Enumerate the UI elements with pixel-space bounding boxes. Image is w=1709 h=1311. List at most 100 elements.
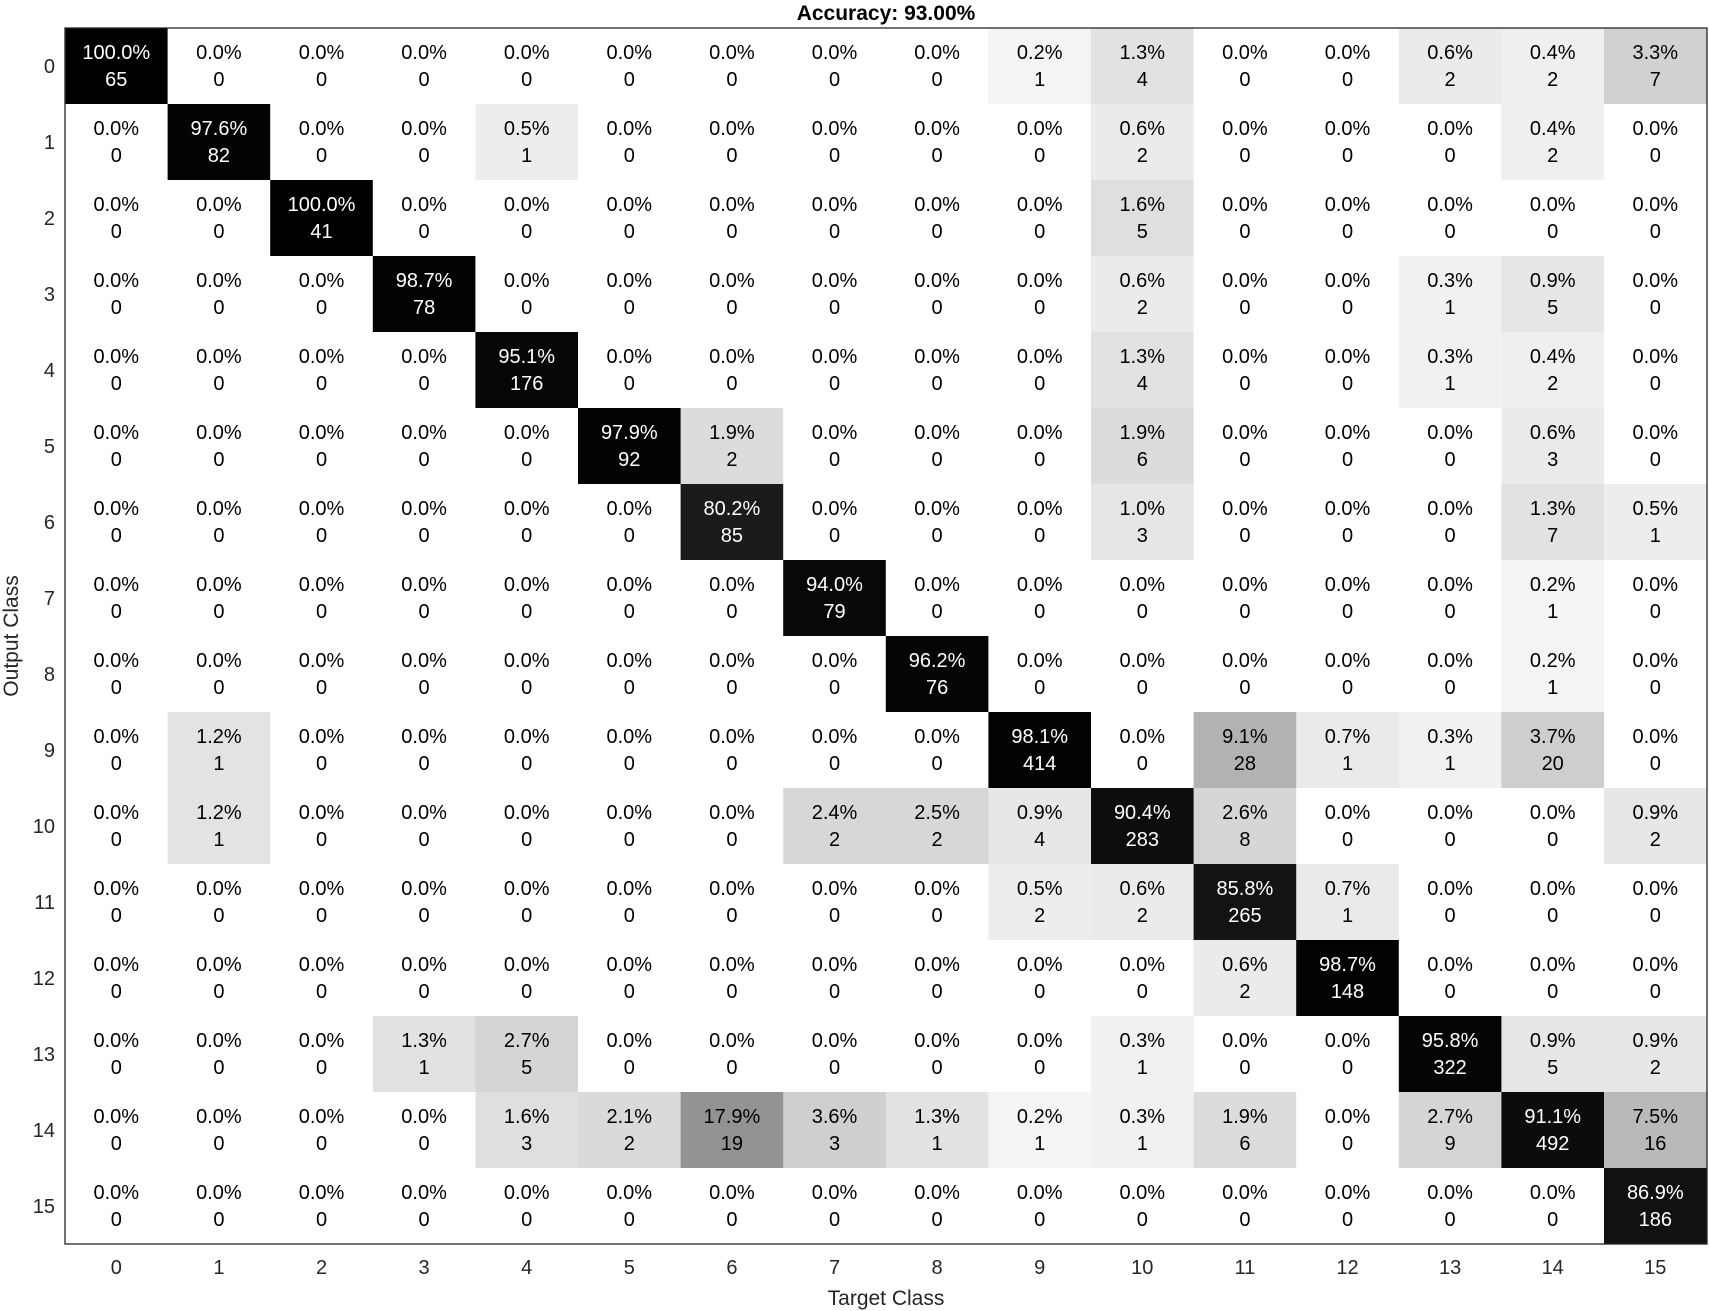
- cell-count-label: 2: [1137, 297, 1148, 319]
- cell-count-label: 0: [1445, 981, 1456, 1003]
- cell-count-label: 5: [1137, 221, 1148, 243]
- cell-percent-label: 0.0%: [1017, 498, 1063, 520]
- heatmap-cell: [167, 788, 271, 865]
- cell-percent-label: 0.0%: [1325, 194, 1371, 216]
- heatmap-cell: [270, 1168, 374, 1245]
- chart-title: Accuracy: 93.00%: [797, 2, 976, 25]
- cell-count-label: 0: [111, 221, 122, 243]
- cell-percent-label: 0.0%: [1222, 650, 1268, 672]
- heatmap-cell: [1193, 940, 1297, 1017]
- cell-count-label: 1: [213, 829, 224, 851]
- cell-percent-label: 0.0%: [504, 574, 550, 596]
- x-tick-label: 10: [1131, 1257, 1153, 1279]
- heatmap-cell: [372, 408, 476, 485]
- heatmap-cell: [1296, 636, 1400, 713]
- heatmap-cell: [372, 104, 476, 181]
- cell-percent-label: 0.0%: [94, 1030, 140, 1052]
- cell-percent-label: 0.0%: [401, 422, 447, 444]
- x-tick-label: 0: [111, 1257, 122, 1279]
- heatmap-cell: [1296, 484, 1400, 561]
- heatmap-cell: [1398, 256, 1502, 333]
- cell-count-label: 0: [111, 753, 122, 775]
- heatmap-cell: [65, 104, 169, 181]
- cell-count-label: 0: [1650, 449, 1661, 471]
- cell-count-label: 0: [1547, 905, 1558, 927]
- cell-count-label: 0: [829, 1209, 840, 1231]
- cell-percent-label: 0.0%: [299, 574, 345, 596]
- cell-percent-label: 0.0%: [1017, 1030, 1063, 1052]
- cell-percent-label: 0.0%: [709, 1030, 755, 1052]
- cell-count-label: 0: [1137, 981, 1148, 1003]
- cell-count-label: 16: [1644, 1133, 1666, 1155]
- cell-count-label: 176: [510, 373, 543, 395]
- cell-percent-label: 0.0%: [401, 650, 447, 672]
- cell-percent-label: 0.0%: [1633, 270, 1679, 292]
- cell-count-label: 0: [1137, 677, 1148, 699]
- cell-count-label: 0: [624, 829, 635, 851]
- heatmap-cell: [270, 788, 374, 865]
- y-tick-label: 6: [44, 512, 55, 534]
- cell-percent-label: 0.0%: [1017, 650, 1063, 672]
- cell-percent-label: 0.0%: [1325, 1030, 1371, 1052]
- cell-percent-label: 0.0%: [1017, 574, 1063, 596]
- cell-count-label: 1: [1445, 373, 1456, 395]
- cell-percent-label: 0.0%: [504, 878, 550, 900]
- heatmap-cell: [1091, 104, 1195, 181]
- heatmap-cell: [680, 104, 784, 181]
- heatmap-cell: [1091, 1168, 1195, 1245]
- cell-count-label: 0: [1342, 1057, 1353, 1079]
- heatmap-cell: [885, 28, 989, 105]
- heatmap-cell: [885, 1016, 989, 1093]
- cell-percent-label: 0.0%: [196, 1030, 242, 1052]
- cell-percent-label: 1.2%: [196, 726, 242, 748]
- heatmap-cell: [1604, 560, 1708, 637]
- cell-count-label: 1: [1034, 69, 1045, 91]
- heatmap-cell: [988, 484, 1092, 561]
- heatmap-cell: [1604, 1092, 1708, 1169]
- heatmap-cell: [65, 28, 169, 105]
- cell-percent-label: 0.0%: [1427, 194, 1473, 216]
- heatmap-cell: [1193, 1168, 1297, 1245]
- x-tick-label: 2: [316, 1257, 327, 1279]
- heatmap-cell: [988, 28, 1092, 105]
- heatmap-cell: [1193, 1016, 1297, 1093]
- cell-count-label: 0: [1650, 981, 1661, 1003]
- cell-count-label: 322: [1433, 1057, 1466, 1079]
- cell-count-label: 0: [111, 525, 122, 547]
- heatmap-cell: [1296, 940, 1400, 1017]
- heatmap-cell: [475, 180, 579, 257]
- cell-percent-label: 0.4%: [1530, 42, 1576, 64]
- heatmap-cell: [578, 1016, 682, 1093]
- cell-percent-label: 1.3%: [1120, 42, 1166, 64]
- heatmap-cell: [885, 636, 989, 713]
- cell-count-label: 0: [932, 373, 943, 395]
- cell-count-label: 0: [829, 297, 840, 319]
- cell-percent-label: 0.0%: [1222, 422, 1268, 444]
- cell-percent-label: 0.0%: [914, 1182, 960, 1204]
- heatmap-cell: [783, 332, 887, 409]
- heatmap-cell: [372, 940, 476, 1017]
- cell-percent-label: 0.0%: [1633, 650, 1679, 672]
- cell-percent-label: 0.0%: [1530, 1182, 1576, 1204]
- heatmap-cell: [1604, 256, 1708, 333]
- heatmap-cell: [1296, 560, 1400, 637]
- x-tick-label: 12: [1336, 1257, 1358, 1279]
- cell-count-label: 0: [932, 449, 943, 471]
- cell-percent-label: 0.0%: [196, 270, 242, 292]
- cell-percent-label: 0.6%: [1120, 118, 1166, 140]
- cell-percent-label: 0.0%: [196, 42, 242, 64]
- cell-percent-label: 0.0%: [607, 118, 653, 140]
- cell-count-label: 0: [1239, 449, 1250, 471]
- cell-percent-label: 0.0%: [1427, 650, 1473, 672]
- heatmap-cell: [1604, 712, 1708, 789]
- cell-count-label: 41: [310, 221, 332, 243]
- cell-percent-label: 0.0%: [94, 954, 140, 976]
- heatmap-cell: [270, 180, 374, 257]
- cell-count-label: 0: [1650, 221, 1661, 243]
- heatmap-cell: [783, 256, 887, 333]
- heatmap-cell: [1398, 864, 1502, 941]
- y-tick-label: 2: [44, 208, 55, 230]
- cell-count-label: 3: [521, 1133, 532, 1155]
- cell-count-label: 0: [1445, 601, 1456, 623]
- cell-count-label: 0: [1034, 1057, 1045, 1079]
